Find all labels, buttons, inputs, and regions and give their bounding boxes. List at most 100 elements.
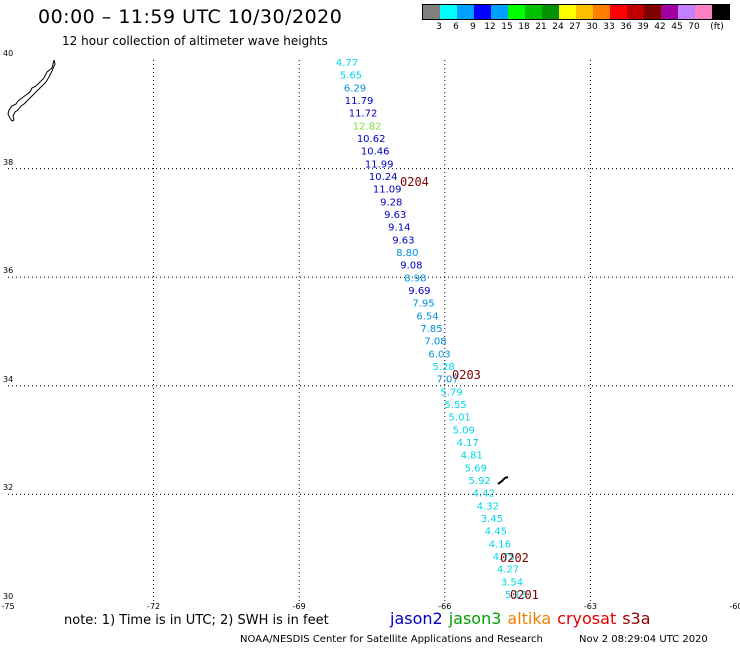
legend-swatch bbox=[644, 5, 661, 19]
time-labels: 0204 0203 0202 0201 bbox=[400, 175, 539, 602]
wave-height-label: 5.01 bbox=[449, 413, 471, 424]
wave-height-label: 4.27 bbox=[497, 565, 519, 576]
wave-height-label: 6.54 bbox=[416, 311, 438, 322]
legend-swatch bbox=[712, 5, 729, 19]
legend-label: 18 bbox=[518, 22, 530, 32]
wave-height-label: 9.63 bbox=[392, 235, 414, 246]
legend-swatch bbox=[525, 5, 542, 19]
wave-height-label: 4.75 bbox=[493, 552, 515, 563]
legend-swatch bbox=[695, 5, 712, 19]
note-text: note: 1) Time is in UTC; 2) SWH is in fe… bbox=[64, 613, 329, 628]
page-subtitle: 12 hour collection of altimeter wave hei… bbox=[62, 34, 328, 48]
page-title: 00:00 – 11:59 UTC 10/30/2020 bbox=[38, 6, 343, 28]
legend-label: 30 bbox=[586, 22, 598, 32]
legend-label: 6 bbox=[453, 22, 459, 32]
legend-color-bar bbox=[422, 4, 730, 20]
coastline bbox=[7, 59, 56, 122]
wave-height-label: 7.07 bbox=[436, 375, 458, 386]
legend-label: 39 bbox=[637, 22, 649, 32]
wave-height-label: 4.32 bbox=[477, 501, 499, 512]
wave-height-label: 5.28 bbox=[432, 362, 454, 373]
wave-height-label: 5.92 bbox=[469, 476, 491, 487]
time-label: 0201 bbox=[510, 588, 539, 602]
wave-height-label: 5.09 bbox=[453, 425, 475, 436]
wave-height-label: 10.62 bbox=[357, 134, 386, 145]
lon-label: -60 bbox=[729, 602, 740, 611]
satellite-legend: jason2 jason3 altika cryosat s3a bbox=[390, 609, 657, 628]
legend-swatch bbox=[440, 5, 457, 19]
legend-swatch bbox=[576, 5, 593, 19]
satellite-altika: altika bbox=[507, 609, 552, 628]
footer-credit: NOAA/NESDIS Center for Satellite Applica… bbox=[240, 634, 543, 645]
legend-label: 27 bbox=[569, 22, 581, 32]
legend-label: (ft) bbox=[710, 22, 724, 32]
wave-height-label: 9.69 bbox=[408, 286, 430, 297]
lon-label: -69 bbox=[292, 602, 306, 611]
wave-height-label: 11.72 bbox=[349, 109, 378, 120]
legend-labels: 3 6 9 12 15 18 21 24 27 30 33 36 39 42 45 70 (ft) bbox=[422, 20, 732, 32]
legend-swatch bbox=[678, 5, 695, 19]
lat-label: 40 bbox=[3, 49, 14, 58]
wave-height-label: 6.29 bbox=[344, 83, 366, 94]
legend-label: 12 bbox=[484, 22, 496, 32]
legend-swatch bbox=[491, 5, 508, 19]
legend-label: 42 bbox=[654, 22, 666, 32]
time-label: 0204 bbox=[400, 175, 429, 189]
wave-height-label: 7.85 bbox=[420, 324, 442, 335]
wave-height-label: 10.24 bbox=[369, 172, 398, 183]
legend-label: 21 bbox=[535, 22, 547, 32]
lat-label: 36 bbox=[3, 266, 14, 276]
coastline-path bbox=[7, 59, 56, 122]
wave-height-label: 8.98 bbox=[404, 273, 426, 284]
footer-timestamp: Nov 2 08:29:04 UTC 2020 bbox=[579, 634, 708, 645]
wave-height-label: 5.65 bbox=[340, 71, 362, 82]
lat-lon-grid bbox=[8, 60, 736, 603]
wave-height-label: 4.17 bbox=[457, 438, 479, 449]
lon-label: -63 bbox=[583, 602, 597, 611]
wave-height-label: 6.03 bbox=[428, 349, 450, 360]
wave-height-label: 4.42 bbox=[473, 489, 495, 500]
wave-height-label: 4.16 bbox=[489, 539, 511, 550]
satellite-cryosat: cryosat bbox=[557, 609, 617, 628]
wave-height-label: 7.95 bbox=[412, 299, 434, 310]
wave-height-label: 10.46 bbox=[361, 147, 390, 158]
wave-height-label: 12.82 bbox=[353, 121, 382, 132]
wave-height-label: 4.77 bbox=[336, 58, 358, 69]
wave-height-label: 8.80 bbox=[396, 248, 418, 259]
legend-swatch bbox=[457, 5, 474, 19]
time-label: 0203 bbox=[452, 368, 481, 382]
color-legend: 3 6 9 12 15 18 21 24 27 30 33 36 39 42 45 70 (ft) bbox=[422, 4, 732, 32]
lat-label: 30 bbox=[3, 592, 14, 601]
wave-height-label: 5.69 bbox=[465, 463, 487, 474]
lat-label: 32 bbox=[3, 483, 14, 493]
satellite-jason3: jason3 bbox=[448, 609, 502, 628]
wave-height-label: 9.63 bbox=[384, 210, 406, 221]
legend-swatch bbox=[508, 5, 525, 19]
legend-label: 15 bbox=[501, 22, 513, 32]
legend-label: 70 bbox=[688, 22, 700, 32]
wave-height-label: 11.09 bbox=[373, 185, 402, 196]
legend-swatch bbox=[542, 5, 559, 19]
legend-swatch bbox=[627, 5, 644, 19]
legend-swatch bbox=[610, 5, 627, 19]
satellite-jason2: jason2 bbox=[390, 609, 443, 628]
time-label: 0202 bbox=[500, 551, 529, 565]
satellite-s3a: s3a bbox=[622, 609, 651, 628]
legend-label: 33 bbox=[603, 22, 615, 32]
legend-swatch bbox=[423, 5, 440, 19]
wave-height-label: 9.14 bbox=[388, 223, 410, 234]
legend-label: 36 bbox=[620, 22, 632, 32]
wave-height-label: 11.79 bbox=[345, 96, 374, 107]
wave-height-label: 7.08 bbox=[424, 337, 446, 348]
wave-height-label: 3.54 bbox=[501, 577, 523, 588]
lat-label: 38 bbox=[3, 157, 14, 167]
legend-swatch bbox=[559, 5, 576, 19]
wave-height-label: 5.55 bbox=[445, 400, 467, 411]
legend-swatch bbox=[593, 5, 610, 19]
legend-label: 9 bbox=[470, 22, 476, 32]
bermuda-island bbox=[497, 476, 509, 485]
lon-label: -66 bbox=[438, 602, 452, 611]
wave-height-label: 4.45 bbox=[485, 527, 507, 538]
wave-height-label: 5.79 bbox=[440, 387, 462, 398]
island-path bbox=[497, 476, 509, 485]
